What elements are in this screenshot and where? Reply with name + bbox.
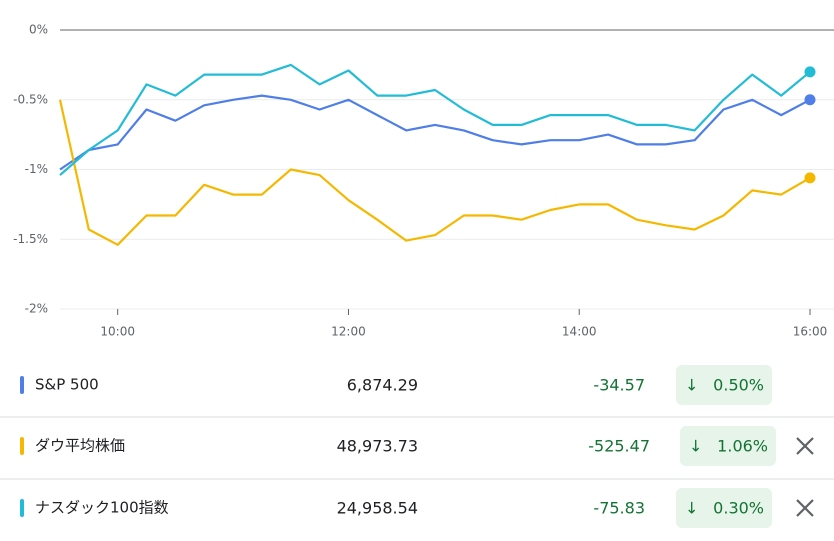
end-dot [804, 66, 816, 78]
name: ダウ平均株価 [35, 437, 125, 455]
close-icon[interactable] [796, 499, 814, 517]
down-arrow: ↓ [689, 437, 702, 456]
percent: 0.50% [713, 376, 764, 395]
down-arrow: ↓ [685, 499, 698, 518]
price: 6,874.29 [347, 376, 418, 395]
change: -34.57 [593, 376, 645, 395]
x-tick-label: 14:00 [562, 325, 597, 339]
change: -75.83 [593, 499, 645, 518]
name: ナスダック100指数 [35, 499, 169, 517]
y-tick-label: 0% [29, 23, 48, 37]
percent: 0.30% [713, 499, 764, 518]
percent-pill [676, 365, 772, 405]
series-line [59, 94, 811, 171]
remove-button[interactable] [796, 499, 814, 517]
price: 24,958.54 [337, 499, 418, 518]
down-arrow: ↓ [685, 376, 698, 395]
series-line [58, 99, 811, 246]
price: 48,973.73 [337, 437, 418, 456]
x-tick-label: 10:00 [100, 325, 135, 339]
legend-swatch [20, 499, 24, 517]
percent-pill [680, 426, 776, 466]
percent-pill [676, 488, 772, 528]
y-tick-label: -1.5% [13, 232, 48, 246]
close-icon[interactable] [796, 437, 814, 455]
change: -525.47 [588, 437, 650, 456]
legend-swatch [20, 376, 24, 394]
y-tick-label: -0.5% [13, 92, 48, 106]
x-tick-label: 12:00 [331, 325, 366, 339]
legend-swatch [20, 437, 24, 455]
y-tick-label: -1% [25, 162, 48, 176]
name: S&P 500 [35, 376, 99, 394]
remove-button[interactable] [796, 437, 814, 455]
y-tick-label: -2% [25, 302, 48, 316]
end-dot [804, 94, 816, 106]
percent: 1.06% [717, 437, 768, 456]
series-line [59, 63, 811, 176]
end-dot [804, 172, 816, 184]
x-tick-label: 16:00 [793, 325, 828, 339]
